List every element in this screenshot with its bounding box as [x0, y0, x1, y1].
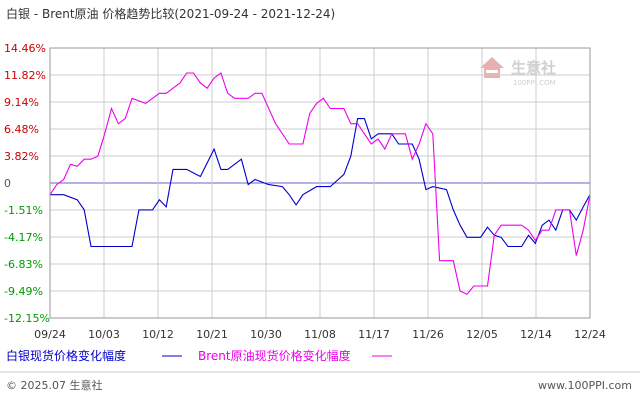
- x-tick-label: 12/24: [574, 328, 606, 341]
- x-tick-label: 11/08: [304, 328, 336, 341]
- legend-label-brent: Brent原油现货价格变化幅度: [198, 348, 351, 363]
- y-tick-label: -6.83%: [4, 258, 43, 271]
- x-tick-label: 10/12: [142, 328, 174, 341]
- series-line-brent: [49, 72, 591, 295]
- y-tick-label: 6.48%: [4, 123, 39, 136]
- x-tick-label: 10/30: [250, 328, 282, 341]
- y-tick-label: 11.82%: [4, 69, 46, 82]
- y-tick-label: -4.17%: [4, 231, 43, 244]
- footer-url[interactable]: www.100PPI.com: [538, 379, 632, 392]
- x-tick-label: 10/21: [196, 328, 228, 341]
- chart-title: 白银 - Brent原油 价格趋势比较(2021-09-24 - 2021-12…: [6, 6, 335, 21]
- y-tick-label: 14.46%: [4, 42, 46, 55]
- x-tick-label: 11/26: [412, 328, 444, 341]
- y-tick-label: -1.51%: [4, 204, 43, 217]
- watermark-house-stripe: [486, 70, 498, 73]
- series-layer: [49, 72, 591, 295]
- plot-frame: [49, 47, 591, 319]
- watermark-name: 生意社: [511, 59, 556, 77]
- y-tick-label: -9.49%: [4, 285, 43, 298]
- watermark-url: 100PPI.COM: [513, 79, 556, 87]
- x-tick-label: 12/05: [466, 328, 498, 341]
- series-line-silver: [50, 118, 591, 248]
- x-tick-label: 11/17: [358, 328, 390, 341]
- legend-label-silver: 白银现货价格变化幅度: [6, 348, 126, 363]
- legend: 白银现货价格变化幅度 Brent原油现货价格变化幅度: [6, 348, 392, 363]
- y-tick-label: -12.15%: [4, 312, 50, 325]
- x-tick-label: 12/14: [520, 328, 552, 341]
- axis-layer: 14.46% 11.82% 9.14% 6.48% 3.82% 0 -1.51% -4.17%…: [4, 42, 606, 341]
- y-tick-label: 9.14%: [4, 96, 39, 109]
- x-tick-label: 09/24: [34, 328, 66, 341]
- y-tick-label: 3.82%: [4, 150, 39, 163]
- x-tick-label: 10/03: [88, 328, 120, 341]
- grid-layer: [49, 47, 591, 319]
- watermark-logo: 生意社 100PPI.COM: [480, 57, 556, 87]
- y-tick-label: 0: [4, 177, 11, 190]
- footer-copyright: © 2025.07 生意社: [6, 378, 102, 392]
